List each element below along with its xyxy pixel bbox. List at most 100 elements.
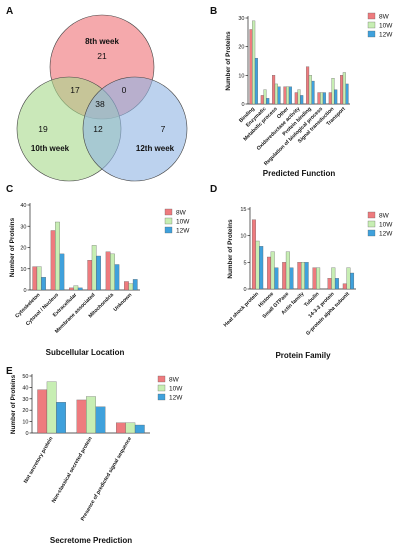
bar-c-10w: [73, 285, 79, 291]
bar-c-8w: [50, 230, 56, 291]
bar-c-8w: [69, 287, 74, 291]
bar-d-12w: [259, 246, 264, 290]
y-tick-label-d: 5: [243, 260, 246, 266]
chart-title-e: Secretome Prediction: [50, 536, 132, 545]
y-tick-label-b: 10: [238, 73, 244, 79]
legend-swatch-b-12w: [367, 30, 376, 38]
bar-b-10w: [320, 92, 324, 105]
bar-d-10w: [270, 251, 275, 290]
y-tick-label-c: 30: [20, 224, 26, 230]
chart-title-c: Subcellular Location: [46, 348, 125, 357]
bar-d-8w: [267, 256, 272, 290]
legend-label-b-8w: 8W: [379, 14, 390, 21]
y-tick-label-e: 50: [22, 374, 28, 380]
bar-e-12w: [134, 424, 145, 434]
venn-count-8-12: 0: [122, 85, 127, 95]
bar-c-10w: [36, 266, 42, 291]
bar-c-12w: [114, 264, 120, 291]
y-tick-label-b: 30: [238, 16, 244, 22]
bar-b-8w: [249, 29, 253, 105]
bar-b-10w: [342, 72, 346, 105]
bar-c-12w: [41, 277, 46, 291]
legend-label-b-12w: 12W: [379, 32, 393, 39]
bar-b-8w: [328, 92, 332, 105]
panel-label-a: A: [6, 6, 13, 17]
legend-label-d-10w: 10W: [379, 222, 393, 229]
bar-e-8w: [116, 422, 126, 434]
legend-swatch-e-12w: [157, 393, 166, 401]
legend-label-c-8w: 8W: [176, 210, 187, 217]
x-tick-label-c: Cytosol / Nucleus: [25, 292, 60, 327]
bar-e-10w: [46, 381, 57, 434]
legend-swatch-b-10w: [367, 21, 376, 29]
chart-title-d: Protein Family: [275, 351, 331, 360]
bar-b-12w: [277, 86, 281, 105]
legend-label-e-10w: 10W: [169, 386, 183, 393]
bar-d-12w: [274, 267, 279, 290]
bar-d-8w: [282, 262, 287, 290]
chart-e: 0 10 20 30 40 50 Number of Proteins Not secreto…: [10, 374, 183, 545]
bar-b-10w: [308, 75, 312, 105]
bar-b-8w: [340, 75, 344, 105]
venn-circle-12th-week: [82, 76, 188, 182]
chart-title-b: Predicted Function: [263, 169, 336, 178]
x-tick-label-c: Unknown: [112, 292, 133, 313]
y-tick-label-c: 10: [20, 267, 26, 273]
bar-b-8w: [272, 75, 276, 105]
bar-c-8w: [105, 251, 111, 291]
bar-c-10w: [55, 221, 60, 291]
venn-set-label-8th: 8th week: [85, 37, 119, 46]
bar-b-10w: [263, 89, 267, 105]
venn-count-only-12: 7: [161, 124, 166, 134]
legend-label-c-10w: 10W: [176, 219, 190, 226]
legend-swatch-d-8w: [367, 211, 376, 219]
bar-b-10w: [297, 89, 301, 105]
y-tick-label-c: 40: [20, 203, 26, 209]
y-tick-label-b: 0: [241, 102, 244, 108]
bar-d-12w: [350, 272, 355, 290]
bar-e-12w: [95, 406, 106, 434]
x-tick-label-d: Heat shock protein: [223, 291, 260, 328]
y-tick-label-e: 0: [25, 431, 28, 437]
bar-c-8w: [87, 260, 93, 291]
bar-b-12w: [311, 80, 315, 105]
y-tick-label-d: 15: [240, 207, 246, 213]
bar-e-12w: [56, 402, 66, 434]
x-tick-label-e: Not secretory protein: [23, 436, 54, 484]
bar-b-12w: [345, 83, 349, 105]
bar-b-10w: [252, 20, 256, 105]
chart-d: 0 5 10 15 Number of Proteins Heat shock prote…: [223, 207, 393, 360]
legend-swatch-b-8w: [367, 12, 376, 20]
bar-d-8w: [342, 283, 347, 290]
bar-b-12w: [288, 86, 292, 105]
bar-b-8w: [306, 66, 310, 105]
bar-d-12w: [334, 278, 339, 290]
bar-e-8w: [76, 399, 87, 434]
y-axis-title-c: Number of Proteins: [9, 217, 16, 277]
bar-d-12w: [289, 267, 294, 290]
venn-count-only-8: 21: [97, 51, 107, 61]
bar-e-8w: [37, 389, 48, 434]
panel-label-d: D: [210, 184, 217, 195]
bar-c-12w: [132, 279, 138, 291]
y-tick-label-e: 40: [22, 385, 28, 391]
venn-set-label-12th: 12th week: [136, 144, 175, 153]
x-tick-label-e: Non-classical secreted protein: [51, 436, 94, 504]
panel-label-e: E: [6, 366, 13, 377]
bar-d-10w: [331, 267, 336, 290]
y-axis-title-e: Number of Proteins: [10, 374, 17, 434]
legend-label-d-12w: 12W: [379, 231, 393, 238]
bar-e-10w: [86, 396, 96, 434]
bar-b-12w: [254, 57, 258, 105]
legend-swatch-d-12w: [367, 229, 376, 237]
legend-swatch-c-10w: [164, 217, 173, 225]
bar-d-10w: [346, 267, 351, 290]
bar-d-8w: [312, 267, 317, 290]
bar-b-8w: [283, 86, 287, 105]
bar-d-10w: [316, 267, 321, 290]
bar-d-10w: [301, 262, 305, 290]
legend-swatch-e-10w: [157, 384, 166, 392]
y-tick-label-d: 10: [240, 234, 246, 240]
